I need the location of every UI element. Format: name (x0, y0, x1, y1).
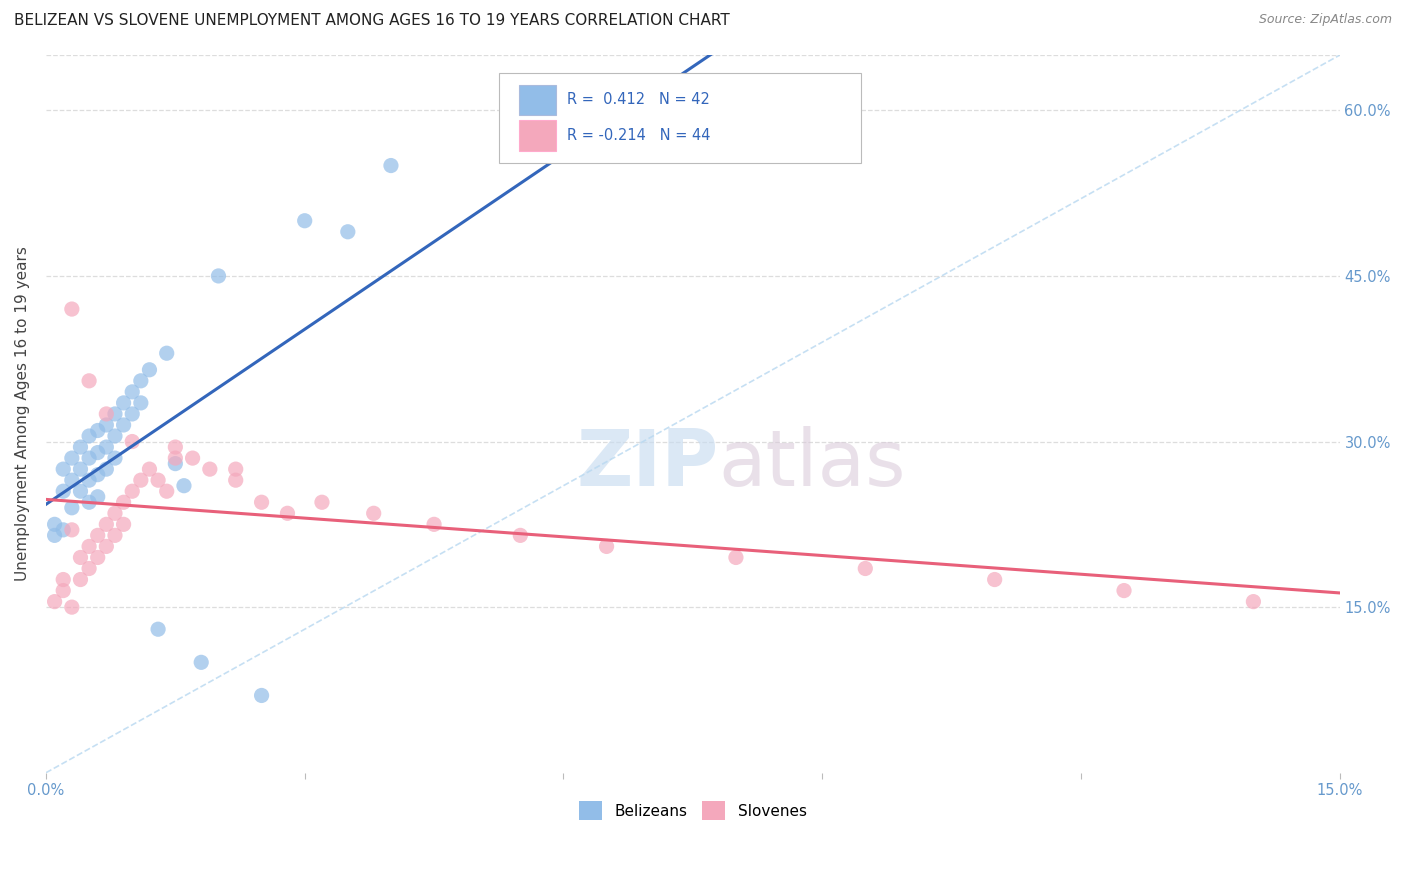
Point (250, 495, 273, 509)
Point (77, 451, 100, 466)
Point (87, 490, 110, 504)
Text: R =  0.412   N = 42: R = 0.412 N = 42 (567, 92, 710, 107)
Point (96, 517, 118, 532)
Point (96, 407, 118, 421)
Point (77, 374, 100, 388)
Point (363, 506, 385, 520)
Point (77, 473, 100, 487)
Point (983, 573, 1005, 587)
Point (112, 495, 135, 509)
Point (112, 396, 135, 410)
Point (146, 473, 169, 487)
Point (165, 457, 187, 471)
Point (60, 301, 83, 316)
Point (104, 407, 127, 421)
FancyBboxPatch shape (519, 120, 555, 151)
Point (138, 363, 160, 377)
Point (112, 517, 135, 532)
Point (156, 484, 179, 499)
Point (190, 656, 212, 670)
Point (146, 622, 169, 636)
Point (225, 462, 247, 476)
Point (173, 479, 195, 493)
Point (138, 462, 160, 476)
Point (104, 429, 127, 443)
Point (423, 517, 446, 532)
FancyBboxPatch shape (499, 73, 860, 162)
Point (165, 451, 187, 466)
Point (60, 600, 83, 615)
Point (121, 407, 143, 421)
Point (87, 445, 110, 459)
Legend: Belizeans, Slovenes: Belizeans, Slovenes (572, 796, 813, 826)
Point (104, 506, 127, 520)
Point (60, 500, 83, 515)
Point (853, 561, 876, 575)
Point (198, 462, 221, 476)
Point (96, 540, 118, 554)
Point (44, 528, 66, 542)
Point (87, 467, 110, 482)
Point (509, 528, 531, 542)
Text: atlas: atlas (718, 426, 907, 502)
Point (104, 451, 127, 466)
Point (595, 540, 617, 554)
Point (69, 462, 91, 476)
Text: ZIP: ZIP (576, 426, 718, 502)
Point (129, 473, 152, 487)
Point (52, 523, 75, 537)
Point (181, 451, 204, 466)
Point (724, 550, 747, 565)
Point (225, 473, 247, 487)
Point (1112, 583, 1135, 598)
Point (77, 429, 100, 443)
Point (52, 484, 75, 499)
Point (77, 561, 100, 575)
Point (129, 396, 152, 410)
Point (96, 462, 118, 476)
Point (207, 268, 229, 283)
Text: BELIZEAN VS SLOVENE UNEMPLOYMENT AMONG AGES 16 TO 19 YEARS CORRELATION CHART: BELIZEAN VS SLOVENE UNEMPLOYMENT AMONG A… (14, 13, 730, 29)
Point (77, 495, 100, 509)
Point (311, 495, 333, 509)
Point (69, 440, 91, 454)
Point (69, 573, 91, 587)
Point (44, 517, 66, 532)
Point (129, 374, 152, 388)
Point (60, 451, 83, 466)
Point (294, 213, 316, 227)
Point (1241, 594, 1264, 608)
Point (250, 689, 273, 703)
Point (336, 225, 359, 239)
Point (165, 440, 187, 454)
Point (52, 462, 75, 476)
Point (77, 540, 100, 554)
Point (276, 506, 298, 520)
Point (104, 528, 127, 542)
Point (96, 417, 118, 432)
Point (60, 473, 83, 487)
Point (52, 573, 75, 587)
Point (69, 484, 91, 499)
Point (380, 159, 402, 173)
Text: Source: ZipAtlas.com: Source: ZipAtlas.com (1258, 13, 1392, 27)
Point (44, 594, 66, 608)
Point (121, 384, 143, 399)
Point (52, 583, 75, 598)
Point (121, 434, 143, 449)
Point (60, 523, 83, 537)
Point (87, 424, 110, 438)
Text: R = -0.214   N = 44: R = -0.214 N = 44 (567, 128, 711, 143)
Point (69, 550, 91, 565)
Point (112, 417, 135, 432)
Point (96, 440, 118, 454)
Point (87, 550, 110, 565)
Y-axis label: Unemployment Among Ages 16 to 19 years: Unemployment Among Ages 16 to 19 years (15, 246, 30, 582)
FancyBboxPatch shape (519, 85, 555, 115)
Point (156, 346, 179, 360)
Point (121, 484, 143, 499)
Point (87, 528, 110, 542)
